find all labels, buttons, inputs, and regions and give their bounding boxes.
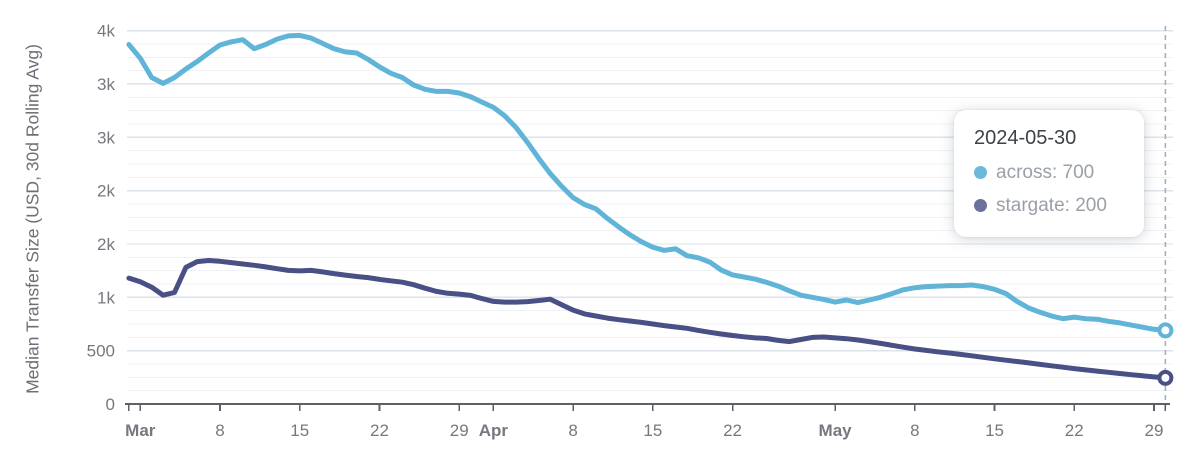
tooltip: 2024-05-30 across: 700 stargate: 200 xyxy=(954,110,1144,237)
y-tick-label: 3k xyxy=(97,128,115,147)
tooltip-row-stargate: stargate: 200 xyxy=(974,194,1122,218)
x-tick-label: 15 xyxy=(643,421,662,440)
across-line xyxy=(126,32,1168,333)
x-tick-label: 8 xyxy=(910,421,919,440)
tooltip-date: 2024-05-30 xyxy=(974,127,1077,149)
across-endpoint-marker xyxy=(1157,322,1174,339)
x-tick-label: 29 xyxy=(1145,421,1164,440)
tooltip-across-label: across: 700 xyxy=(996,162,1095,183)
x-tick-label: 22 xyxy=(723,421,742,440)
x-tick-label: 8 xyxy=(568,421,577,440)
y-tick-label: 1k xyxy=(97,288,115,307)
stargate-series-dot-icon xyxy=(974,199,987,213)
across-series-dot-icon xyxy=(974,166,987,180)
x-tick-label: 22 xyxy=(370,421,389,440)
tooltip-row-across: across: 700 xyxy=(974,161,1122,185)
stargate-line xyxy=(126,258,1168,381)
x-tick-label: 29 xyxy=(450,421,469,440)
y-tick-label: 2k xyxy=(97,235,115,254)
y-axis: 0 500 1k 2k 2k 3k 3k 4k xyxy=(87,22,116,414)
x-tick-label: 15 xyxy=(985,421,1004,440)
stargate-endpoint-marker xyxy=(1157,369,1174,386)
x-tick-label: Mar xyxy=(125,421,156,440)
tooltip-stargate-label: stargate: 200 xyxy=(996,194,1107,216)
x-tick-label: 8 xyxy=(215,421,224,440)
y-tick-label: 0 xyxy=(106,395,115,414)
x-tick-label: May xyxy=(819,421,853,440)
x-axis: Mar 8 15 22 29 Apr 8 15 22 May 8 15 22 29 xyxy=(125,403,1170,440)
y-tick-label: 2k xyxy=(97,182,115,201)
x-tick-label: 22 xyxy=(1065,421,1084,440)
y-tick-label: 500 xyxy=(87,342,115,361)
y-tick-label: 4k xyxy=(97,22,115,41)
x-tick-label: Apr xyxy=(479,421,509,440)
y-tick-label: 3k xyxy=(97,75,115,94)
x-tick-label: 15 xyxy=(290,421,309,440)
